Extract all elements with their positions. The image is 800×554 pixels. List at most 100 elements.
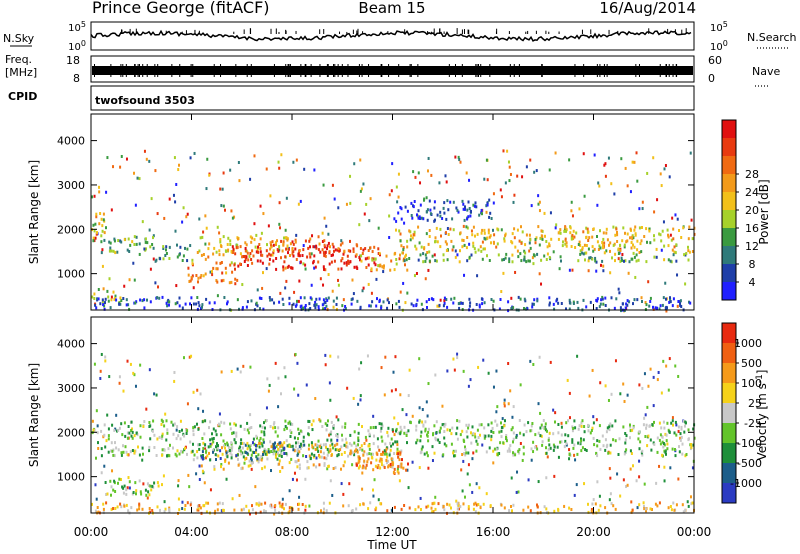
range-gate-cell	[297, 458, 300, 462]
range-gate-cell	[284, 236, 287, 240]
range-gate-cell	[303, 443, 306, 447]
range-gate-cell	[114, 441, 116, 445]
range-gate-cell	[163, 510, 166, 514]
range-gate-cell	[357, 466, 360, 470]
range-gate-cell	[214, 429, 217, 433]
range-gate-cell	[483, 231, 486, 235]
range-gate-cell	[496, 423, 499, 427]
range-gate-cell	[166, 431, 169, 435]
range-gate-cell	[160, 436, 163, 440]
scatter-cell	[632, 464, 635, 468]
range-gate-cell	[294, 460, 297, 464]
range-gate-cell	[630, 510, 633, 514]
range-gate-cell	[666, 421, 669, 425]
scatter-cell	[529, 246, 532, 250]
scatter-cell	[508, 165, 511, 169]
scatter-cell	[568, 448, 571, 452]
range-gate-cell	[255, 233, 258, 237]
range-gate-cell	[572, 302, 575, 305]
range-gate-cell	[283, 236, 285, 240]
range-gate-cell	[588, 256, 591, 260]
range-gate-cell	[525, 233, 528, 237]
range-gate-cell	[626, 239, 629, 243]
range-gate-cell	[258, 445, 261, 449]
range-gate-cell	[400, 462, 403, 466]
range-gate-cell	[258, 243, 261, 246]
range-gate-cell	[503, 506, 506, 510]
range-gate-cell	[110, 507, 113, 511]
range-gate-cell	[142, 425, 145, 428]
scatter-cell	[327, 273, 330, 277]
range-gate-cell	[645, 303, 648, 307]
range-gate-cell	[105, 501, 108, 505]
scatter-cell	[475, 482, 478, 486]
range-gate-cell	[687, 258, 690, 262]
colorbar-segment	[722, 282, 736, 300]
scatter-cell	[175, 428, 178, 432]
range-gate-cell	[421, 420, 424, 424]
scatter-cell	[622, 478, 625, 482]
range-gate-cell	[122, 486, 125, 490]
range-gate-cell	[120, 505, 123, 509]
range-gate-cell	[294, 445, 297, 449]
range-gate-cell	[434, 507, 437, 511]
range-gate-cell	[610, 502, 613, 506]
scatter-cell	[157, 285, 160, 289]
scatter-cell	[359, 394, 362, 398]
scatter-cell	[310, 283, 313, 287]
scatter-cell	[676, 217, 679, 221]
range-gate-cell	[513, 236, 516, 240]
scatter-cell	[281, 502, 284, 506]
range-gate-cell	[604, 448, 607, 452]
scatter-cell	[198, 464, 201, 468]
range-gate-cell	[357, 455, 360, 459]
freq-right-tick-bottom: 0	[708, 72, 715, 85]
range-gate-cell	[358, 456, 361, 460]
range-gate-cell	[93, 297, 96, 300]
range-gate-cell	[134, 481, 137, 485]
range-gate-cell	[580, 439, 583, 443]
scatter-cell	[253, 154, 256, 158]
range-gate-cell	[355, 444, 358, 448]
range-gate-cell	[249, 448, 252, 452]
range-gate-cell	[214, 453, 217, 457]
range-gate-cell	[151, 484, 154, 488]
scatter-cell	[638, 383, 641, 387]
range-gate-cell	[260, 458, 263, 462]
range-gate-cell	[614, 252, 617, 256]
range-gate-cell	[209, 438, 212, 442]
range-gate-cell	[512, 503, 515, 507]
scatter-cell	[629, 190, 632, 194]
range-gate-cell	[264, 510, 267, 514]
range-gate-cell	[540, 229, 543, 233]
range-gate-cell	[341, 425, 344, 429]
range-gate-cell	[599, 504, 602, 508]
range-gate-cell	[472, 507, 475, 511]
range-gate-cell	[256, 436, 258, 440]
range-gate-cell	[279, 448, 282, 452]
scatter-cell	[125, 157, 128, 161]
scatter-cell	[427, 156, 430, 160]
range-gate-cell	[283, 428, 286, 432]
scatter-cell	[465, 171, 468, 175]
range-gate-cell	[512, 437, 515, 441]
range-gate-cell	[230, 250, 233, 253]
range-gate-cell	[521, 230, 524, 234]
range-gate-cell	[123, 504, 126, 508]
range-gate-cell	[632, 302, 634, 306]
scatter-cell	[317, 235, 320, 239]
range-gate-cell	[222, 253, 225, 257]
scatter-cell	[204, 456, 207, 460]
range-gate-cell	[411, 236, 414, 240]
range-gate-cell	[255, 502, 258, 506]
scatter-cell	[675, 423, 678, 427]
range-gate-cell	[165, 248, 167, 252]
range-gate-cell	[289, 254, 291, 257]
range-gate-cell	[490, 217, 493, 220]
range-gate-cell	[542, 425, 545, 429]
range-gate-cell	[224, 249, 227, 253]
range-gate-cell	[226, 243, 229, 246]
range-gate-cell	[294, 240, 297, 244]
scatter-cell	[599, 381, 602, 385]
